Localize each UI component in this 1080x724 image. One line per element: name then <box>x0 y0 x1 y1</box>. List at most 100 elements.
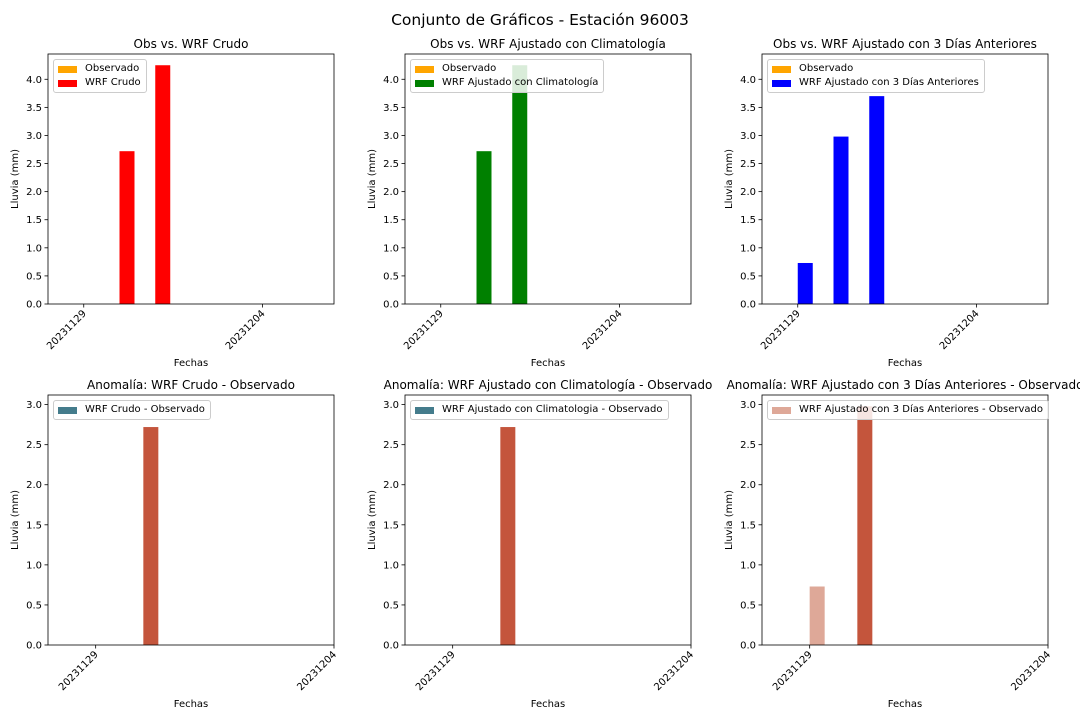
y-tick-label: 1.0 <box>383 243 399 254</box>
figure-title: Conjunto de Gráficos - Estación 96003 <box>391 11 689 29</box>
y-tick-label: 1.5 <box>26 215 42 226</box>
bar <box>833 136 849 304</box>
bar <box>500 427 516 645</box>
x-tick-label: 20231204 <box>581 308 625 352</box>
legend-swatch <box>772 79 791 87</box>
y-tick-label: 0.0 <box>383 300 399 311</box>
y-tick-label: 0.0 <box>26 641 42 652</box>
subplot-title: Anomalía: WRF Crudo - Observado <box>87 378 295 392</box>
y-tick-label: 2.5 <box>383 440 399 451</box>
y-tick-label: 0.0 <box>26 300 42 311</box>
bar <box>155 65 171 304</box>
y-axis-label: Lluvia (mm) <box>367 490 378 550</box>
y-tick-label: 3.0 <box>383 131 399 142</box>
legend-entry: WRF Ajustado con 3 Días Anteriores <box>772 76 979 90</box>
y-tick-label: 0.5 <box>383 600 399 611</box>
legend-entry: WRF Ajustado con Climatologia - Observad… <box>415 403 663 417</box>
subplot-title: Obs vs. WRF Ajustado con Climatología <box>430 37 666 51</box>
y-tick-label: 3.0 <box>383 400 399 411</box>
axes-frame <box>47 394 335 646</box>
x-tick-label: 20231204 <box>224 308 268 352</box>
legend-swatch <box>772 65 791 73</box>
legend-entry: Observado <box>58 62 141 76</box>
subplot-title: Anomalía: WRF Ajustado con 3 Días Anteri… <box>727 378 1080 392</box>
y-axis-label: Lluvia (mm) <box>724 490 735 550</box>
y-tick-label: 3.5 <box>383 103 399 114</box>
x-tick-label: 20231129 <box>414 649 458 693</box>
legend-label: WRF Ajustado con 3 Días Anteriores <box>799 77 979 88</box>
y-tick-label: 3.0 <box>26 400 42 411</box>
bar <box>119 151 135 304</box>
y-axis-label: Lluvia (mm) <box>367 149 378 209</box>
x-tick-label: 20231129 <box>759 308 803 352</box>
y-tick-label: 0.5 <box>26 600 42 611</box>
y-tick-label: 0.5 <box>740 600 756 611</box>
y-tick-label: 1.5 <box>383 520 399 531</box>
legend-entry: WRF Crudo - Observado <box>58 403 205 417</box>
legend-label: WRF Crudo - Observado <box>85 404 205 415</box>
y-tick-label: 1.0 <box>26 243 42 254</box>
legend-label: WRF Crudo <box>85 77 141 88</box>
x-axis-label: Fechas <box>174 358 209 369</box>
legend-swatch <box>772 406 791 414</box>
legend-label: Observado <box>442 63 497 74</box>
x-axis-label: Fechas <box>174 699 209 710</box>
y-tick-label: 2.5 <box>383 159 399 170</box>
axes-frame <box>761 53 1049 305</box>
y-tick-label: 2.5 <box>740 440 756 451</box>
axes-frame <box>47 53 335 305</box>
legend-swatch <box>415 65 434 73</box>
x-tick-label: 20231129 <box>771 649 815 693</box>
axes-frame <box>404 394 692 646</box>
legend: Observado WRF Crudo <box>53 59 147 93</box>
bar <box>143 427 159 645</box>
y-tick-label: 0.0 <box>740 641 756 652</box>
y-tick-label: 3.0 <box>740 400 756 411</box>
axes-frame <box>761 394 1049 646</box>
y-tick-label: 2.5 <box>26 440 42 451</box>
legend: Observado WRF Ajustado con 3 Días Anterio… <box>767 59 985 93</box>
x-tick-label: 20231129 <box>45 308 89 352</box>
bar <box>857 406 873 645</box>
x-tick-label: 20231204 <box>652 649 696 693</box>
x-axis-label: Fechas <box>531 699 566 710</box>
y-tick-label: 2.0 <box>740 187 756 198</box>
y-tick-label: 1.5 <box>26 520 42 531</box>
y-tick-label: 3.0 <box>26 131 42 142</box>
subplot-4: 0.0 0.5 1.0 1.5 2.0 2.5 3.0 20231129 20231204 Ano… <box>10 378 339 710</box>
legend-swatch <box>58 65 77 73</box>
bar <box>809 586 825 645</box>
x-tick-label: 20231204 <box>295 649 339 693</box>
axes-frame <box>404 53 692 305</box>
y-tick-label: 3.5 <box>26 103 42 114</box>
y-tick-label: 1.5 <box>740 520 756 531</box>
x-tick-label: 20231204 <box>938 308 982 352</box>
y-tick-label: 1.0 <box>26 560 42 571</box>
legend-swatch <box>415 406 434 414</box>
bar <box>797 262 813 304</box>
x-tick-label: 20231129 <box>57 649 101 693</box>
bar <box>512 65 528 304</box>
legend-swatch <box>58 79 77 87</box>
y-tick-label: 1.0 <box>383 560 399 571</box>
x-axis-label: Fechas <box>531 358 566 369</box>
y-tick-label: 2.0 <box>383 187 399 198</box>
legend-entry: WRF Ajustado con 3 Días Anteriores - Obs… <box>772 403 1043 417</box>
subplot-title: Obs vs. WRF Ajustado con 3 Días Anterior… <box>773 37 1037 51</box>
y-tick-label: 2.0 <box>740 480 756 491</box>
x-tick-label: 20231129 <box>402 308 446 352</box>
y-tick-label: 2.0 <box>383 480 399 491</box>
legend: Observado WRF Ajustado con Climatología <box>410 59 605 93</box>
y-tick-label: 2.5 <box>26 159 42 170</box>
y-tick-label: 4.0 <box>383 75 399 86</box>
bar <box>869 96 885 305</box>
y-tick-label: 1.5 <box>740 215 756 226</box>
y-tick-label: 0.5 <box>383 271 399 282</box>
subplot-title: Obs vs. WRF Crudo <box>134 37 249 51</box>
x-axis-label: Fechas <box>888 699 923 710</box>
y-tick-label: 1.5 <box>383 215 399 226</box>
y-tick-label: 0.0 <box>383 641 399 652</box>
legend-label: Observado <box>799 63 854 74</box>
